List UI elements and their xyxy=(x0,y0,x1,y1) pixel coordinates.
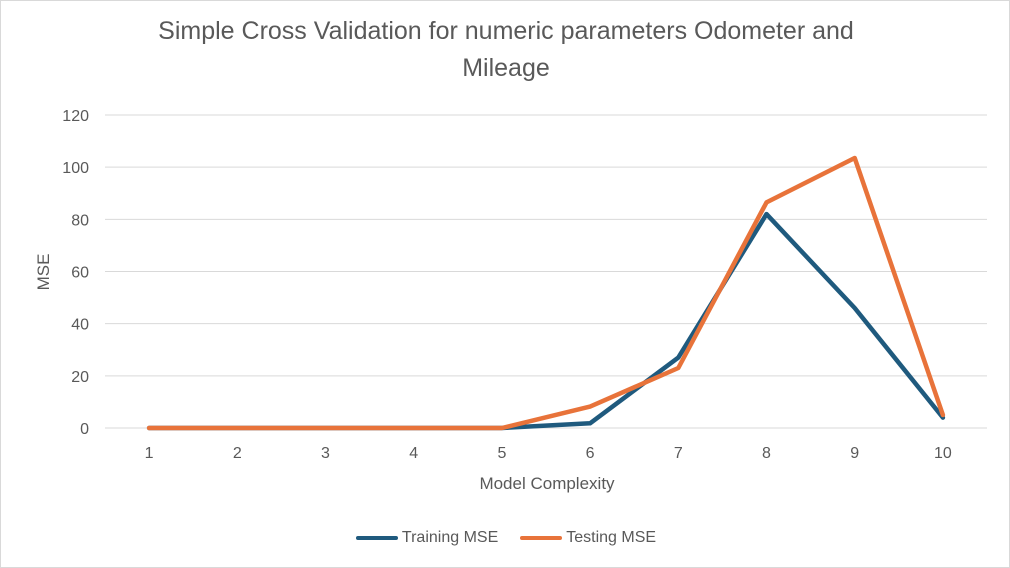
series-lines xyxy=(146,155,946,431)
x-tick-label: 10 xyxy=(934,445,952,462)
y-tick-label: 80 xyxy=(71,212,89,229)
series-line-testing-mse xyxy=(146,155,946,431)
data-point xyxy=(854,307,856,309)
y-tick-label: 40 xyxy=(71,317,89,334)
y-tick-label: 20 xyxy=(71,369,89,386)
x-tick-label: 7 xyxy=(674,445,683,462)
legend-item: Training MSE xyxy=(355,529,499,547)
x-tick-label: 2 xyxy=(233,445,242,462)
y-tick-label: 120 xyxy=(62,108,89,125)
x-tick-label: 8 xyxy=(762,445,771,462)
x-tick-label: 6 xyxy=(586,445,595,462)
chart-title-line-1: Simple Cross Validation for numeric para… xyxy=(158,17,854,45)
y-tick-label: 0 xyxy=(80,421,89,438)
data-point xyxy=(501,427,503,429)
data-point xyxy=(589,422,591,424)
data-point xyxy=(589,406,591,408)
data-point xyxy=(854,157,856,159)
chart-title: Simple Cross Validation for numeric para… xyxy=(1,17,1010,97)
y-tick-label: 100 xyxy=(62,160,89,177)
y-tick-labels: 0 20 40 60 80 100 120 xyxy=(62,108,89,438)
data-point xyxy=(236,427,238,429)
x-tick-label: 5 xyxy=(497,445,506,462)
chart-title-line-2: Mileage xyxy=(462,54,550,82)
y-tick-label: 60 xyxy=(71,265,89,282)
legend-label: Testing MSE xyxy=(566,529,657,546)
line-chart: 0 20 40 60 80 100 120 1 2 3 4 5 6 7 8 9 10 Model Comple… xyxy=(34,108,987,493)
data-point xyxy=(677,367,679,369)
legend-label: Training MSE xyxy=(401,529,499,546)
legend-swatch xyxy=(355,536,398,540)
data-point xyxy=(325,427,326,429)
legend-swatch xyxy=(520,536,563,540)
x-tick-label: 3 xyxy=(321,445,330,462)
data-point xyxy=(942,414,944,416)
data-point xyxy=(148,427,150,429)
data-point xyxy=(677,357,679,359)
series-line-training-mse xyxy=(146,211,946,431)
x-tick-label: 4 xyxy=(409,445,418,462)
data-point xyxy=(413,427,415,429)
data-point xyxy=(766,201,767,203)
data-point xyxy=(766,213,767,215)
x-tick-label: 1 xyxy=(145,445,154,462)
x-axis-title: Model Complexity xyxy=(479,474,615,493)
x-tick-label: 9 xyxy=(850,445,859,462)
x-tick-labels: 1 2 3 4 5 6 7 8 9 10 xyxy=(145,445,952,462)
data-point xyxy=(942,417,944,419)
legend: Training MSE Testing MSE xyxy=(1,526,1010,550)
y-axis-title: MSE xyxy=(34,254,53,291)
legend-item: Testing MSE xyxy=(520,529,656,547)
